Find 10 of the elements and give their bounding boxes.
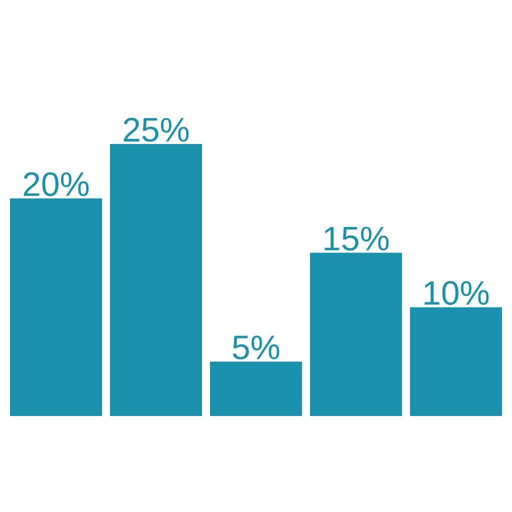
data-label: 5% [232,336,280,360]
bar [210,362,302,416]
bar [110,144,202,416]
data-label: 15% [324,226,389,251]
bar [10,198,102,416]
data-label: 10% [424,281,489,305]
bar [410,307,502,416]
data-label: 20% [24,172,89,196]
bar [310,252,402,416]
data-label: 25% [124,118,189,142]
